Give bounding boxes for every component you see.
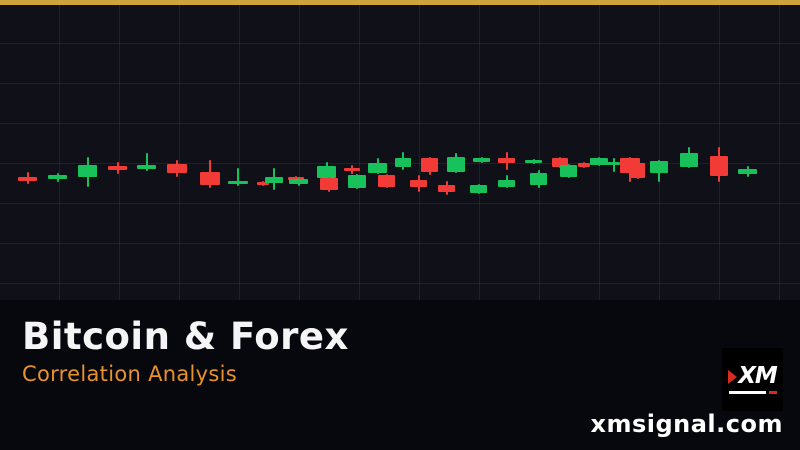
candle-body [348,175,366,188]
candle-body [265,177,283,183]
candle-body [470,185,487,193]
candle-body [590,158,608,165]
candle-body [738,169,757,174]
xm-logo-underline [728,391,777,394]
candle-body [18,177,37,181]
candle-body [395,158,411,167]
candle-body [710,156,728,176]
candle-wick [612,158,615,172]
candle-body [344,168,360,171]
candle-body [630,163,645,178]
candle-body [552,158,568,167]
xm-logo: XM [722,348,783,411]
candle-body [289,179,308,184]
underline-red-segment [768,391,777,394]
candle-body [378,175,395,187]
candle-body [288,177,304,180]
top-accent-bar [0,0,800,5]
candle-body [525,160,542,163]
candle-body [607,162,620,165]
candle-body [368,163,387,173]
candle-body [498,180,515,187]
page-subtitle: Correlation Analysis [22,362,237,386]
candle-wick [237,168,239,186]
candlestick-chart [0,5,800,300]
candle-body [167,164,187,173]
footer-band [0,300,800,450]
candle-body [447,157,465,172]
candle-body [108,166,127,170]
candle-body [48,175,67,179]
play-triangle-icon [728,369,738,384]
candle-body [200,172,220,185]
underline-white-segment [728,391,766,394]
candle-body [680,153,698,167]
candle-wick [145,153,148,171]
candle-body [317,166,336,178]
candle-body [228,181,248,184]
candle-body [473,158,490,162]
candle-body [421,158,438,172]
candle-body [498,158,515,163]
candle-body [137,165,156,169]
xm-logo-text: XM [738,363,778,389]
page-title: Bitcoin & Forex [22,315,349,358]
candle-body [78,165,97,177]
candle-body [438,185,455,192]
candle-body [578,163,590,167]
candle-body [650,161,668,173]
candle-body [257,182,269,185]
candle-body [560,165,577,177]
candle-body [320,178,338,190]
website-url: xmsignal.com [590,410,783,438]
xm-logo-row: XM [728,363,778,389]
candle-body [530,173,547,185]
candle-body [410,180,427,187]
